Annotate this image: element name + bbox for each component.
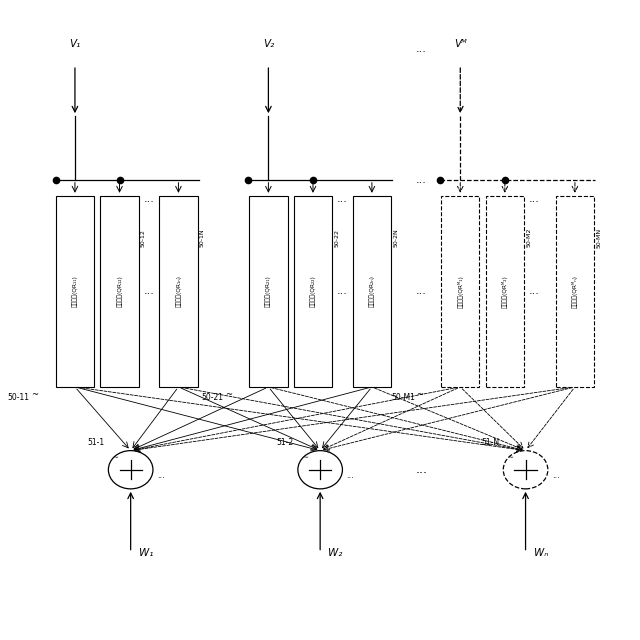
Bar — [159, 196, 198, 387]
Text: 50-22: 50-22 — [335, 228, 339, 247]
Text: 51-1: 51-1 — [87, 438, 104, 447]
Text: ...: ... — [157, 471, 165, 480]
Text: ∼: ∼ — [302, 454, 308, 460]
Text: ∼: ∼ — [508, 454, 513, 460]
Text: W₂: W₂ — [328, 548, 342, 557]
Text: Vᴹ: Vᴹ — [454, 39, 467, 49]
Text: 50-11: 50-11 — [8, 394, 29, 403]
Text: 50-21: 50-21 — [201, 394, 223, 403]
Bar — [250, 196, 287, 387]
Bar — [294, 196, 332, 387]
Text: 51-N: 51-N — [481, 438, 499, 447]
Text: ...: ... — [346, 471, 355, 480]
Text: ...: ... — [416, 44, 427, 54]
Text: 50-M1: 50-M1 — [391, 394, 415, 403]
Text: ...: ... — [143, 286, 154, 296]
Text: ...: ... — [416, 175, 427, 185]
Text: フィルタ(QR₂₂): フィルタ(QR₂₂) — [310, 275, 316, 307]
Bar — [441, 196, 479, 387]
Text: ~: ~ — [31, 390, 38, 399]
Text: 51-2: 51-2 — [276, 438, 294, 447]
Text: ∼: ∼ — [113, 454, 118, 460]
Text: フィルタ(QRᴹₙ): フィルタ(QRᴹₙ) — [572, 275, 578, 308]
Text: 50-1N: 50-1N — [200, 228, 205, 247]
Bar — [486, 196, 524, 387]
Text: 50-12: 50-12 — [141, 229, 146, 247]
Bar — [556, 196, 594, 387]
Text: フィルタ(QR₁ₙ): フィルタ(QR₁ₙ) — [175, 275, 181, 307]
Text: V₂: V₂ — [263, 39, 274, 49]
Bar — [100, 196, 139, 387]
Text: V₁: V₁ — [69, 39, 81, 49]
Text: フィルタ(QR₂₁): フィルタ(QR₂₁) — [266, 275, 271, 307]
Text: ~: ~ — [417, 390, 424, 399]
Text: ...: ... — [552, 471, 560, 480]
Text: 50-M2: 50-M2 — [526, 228, 531, 248]
Text: Wₙ: Wₙ — [534, 548, 548, 557]
Text: ~: ~ — [225, 390, 232, 399]
Text: 50-MN: 50-MN — [596, 228, 602, 248]
Text: フィルタ(QR₁₁): フィルタ(QR₁₁) — [72, 275, 77, 307]
Text: フィルタ(QRᴹ₂): フィルタ(QRᴹ₂) — [502, 275, 508, 308]
Text: ...: ... — [143, 194, 154, 204]
Bar — [353, 196, 391, 387]
Text: ...: ... — [529, 194, 540, 204]
Bar — [56, 196, 94, 387]
Text: ...: ... — [337, 194, 348, 204]
Text: 50-2N: 50-2N — [394, 228, 398, 247]
Text: フィルタ(QRᴹ₁): フィルタ(QRᴹ₁) — [457, 275, 463, 308]
Text: ...: ... — [337, 286, 348, 296]
Text: W₁: W₁ — [139, 548, 153, 557]
Text: ...: ... — [529, 286, 540, 296]
Text: ...: ... — [415, 463, 428, 476]
Text: フィルタ(QR₂ₙ): フィルタ(QR₂ₙ) — [369, 275, 374, 307]
Text: ...: ... — [416, 286, 427, 296]
Text: フィルタ(QR₁₂): フィルタ(QR₁₂) — [116, 275, 122, 307]
